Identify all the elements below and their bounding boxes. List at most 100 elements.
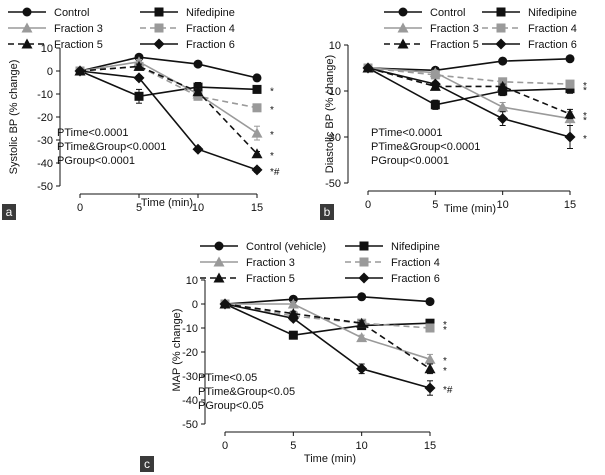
stats-text: PGroup<0.05 [198,400,264,412]
data-point [429,78,441,90]
y-tick-label: -50 [37,181,53,193]
legend-label: Fraction 4 [186,23,235,35]
x-tick-label: 5 [290,440,296,452]
legend-label: Nifedipine [391,241,440,253]
panel-tag-label: a [6,205,13,219]
x-tick-label: 10 [497,199,509,211]
legend-label: Fraction 5 [246,273,295,285]
legend-label: Fraction 6 [186,39,235,51]
stats-text: PTime&Group<0.05 [198,386,295,398]
significance-marker: * [270,86,274,97]
legend-marker [154,7,164,17]
data-point [356,363,368,375]
legend-entry: Fraction 4 [482,23,577,35]
legend-label: Control (vehicle) [246,241,326,253]
legend-entry: Nifedipine [140,7,235,19]
y-axis-label: Diastolic BP (% change) [324,55,336,173]
x-tick-label: 5 [432,199,438,211]
data-point [425,318,435,328]
legend-entry: Control [384,7,465,19]
stats-text: PTime<0.0001 [371,127,442,139]
legend-entry: Fraction 6 [482,38,577,51]
data-point [430,100,440,110]
series-line [367,67,571,138]
data-point [252,73,262,83]
significance-marker: * [583,134,587,145]
series-fraction-6 [74,65,263,176]
significance-marker: * [443,356,447,367]
x-tick-label: 5 [136,202,142,214]
legend-marker [153,38,165,50]
legend-label: Fraction 5 [430,39,479,51]
data-point [74,65,86,77]
series-line [79,60,258,134]
panel-tag-box [320,204,334,220]
data-point [133,72,145,84]
series-line [367,67,571,106]
legend: Control Nifedipine Fraction 3 Fraction 4 Fra… [8,7,235,51]
legend-entry: Nifedipine [482,7,577,19]
series-fraction-3 [219,298,436,365]
panel-c: 10 0 -10 -20 -30 -40 -50 0 5 10 15 Time (min) MAP (%… [140,241,453,472]
legend-entry: Control [8,7,89,19]
series-line [79,70,258,171]
data-point [424,382,436,394]
significance-marker: * [270,151,274,162]
x-axis-label: Time (min) [444,203,496,215]
y-tick-label: -30 [325,132,341,144]
legend-label: Control [430,7,465,19]
data-point [251,148,263,159]
series-line [367,67,571,85]
series-line [224,303,431,329]
data-point [193,59,203,69]
legend-marker [397,38,409,49]
legend-entry: Fraction 6 [345,272,440,285]
x-tick-label: 10 [356,440,368,452]
stats-text: PGroup<0.0001 [371,155,449,167]
significance-marker: * [443,325,447,336]
panel-a: 10 0 -10 -20 -30 -40 -50 0 5 10 15 Time (min) Systol… [2,7,280,220]
panel-tag-box [2,204,16,220]
legend: Control Nifedipine Fraction 3 Fraction 4 Fra… [384,7,577,51]
data-point [362,62,374,74]
significance-marker: *# [443,385,453,396]
legend-marker [495,38,507,50]
data-point [564,108,576,119]
legend-marker [213,272,225,283]
x-tick-label: 0 [77,202,83,214]
data-point [251,164,263,176]
legend-marker [496,7,506,17]
legend-marker [21,22,33,33]
legend-label: Fraction 3 [430,23,479,35]
legend-marker [359,257,369,267]
y-tick-label: -10 [37,89,53,101]
data-point [497,101,509,112]
legend-label: Fraction 4 [528,23,577,35]
series-line [79,56,258,79]
legend-entry: Fraction 3 [8,22,103,35]
series-fraction-6 [219,298,436,396]
legend-label: Fraction 3 [54,23,103,35]
stats-text: PTime<0.0001 [57,127,128,139]
legend-marker [214,241,224,251]
y-tick-label: -50 [182,419,198,431]
legend-marker [397,22,409,33]
data-point [424,353,436,364]
y-tick-label: 10 [329,40,341,52]
stats-text: PTime<0.05 [198,372,257,384]
data-point [252,103,262,113]
y-tick-label: 0 [192,299,198,311]
series-line [224,303,431,337]
panel-tag-label: b [324,205,331,219]
significance-marker: * [270,105,274,116]
legend-marker [496,23,506,33]
data-point [497,80,509,91]
x-tick-label: 0 [365,199,371,211]
stats-text: PGroup<0.0001 [57,155,135,167]
significance-marker: * [443,320,447,331]
x-axis-label: Time (min) [141,197,193,209]
series-line [224,295,431,305]
legend-label: Fraction 3 [246,257,295,269]
legend-entry: Fraction 6 [140,38,235,51]
